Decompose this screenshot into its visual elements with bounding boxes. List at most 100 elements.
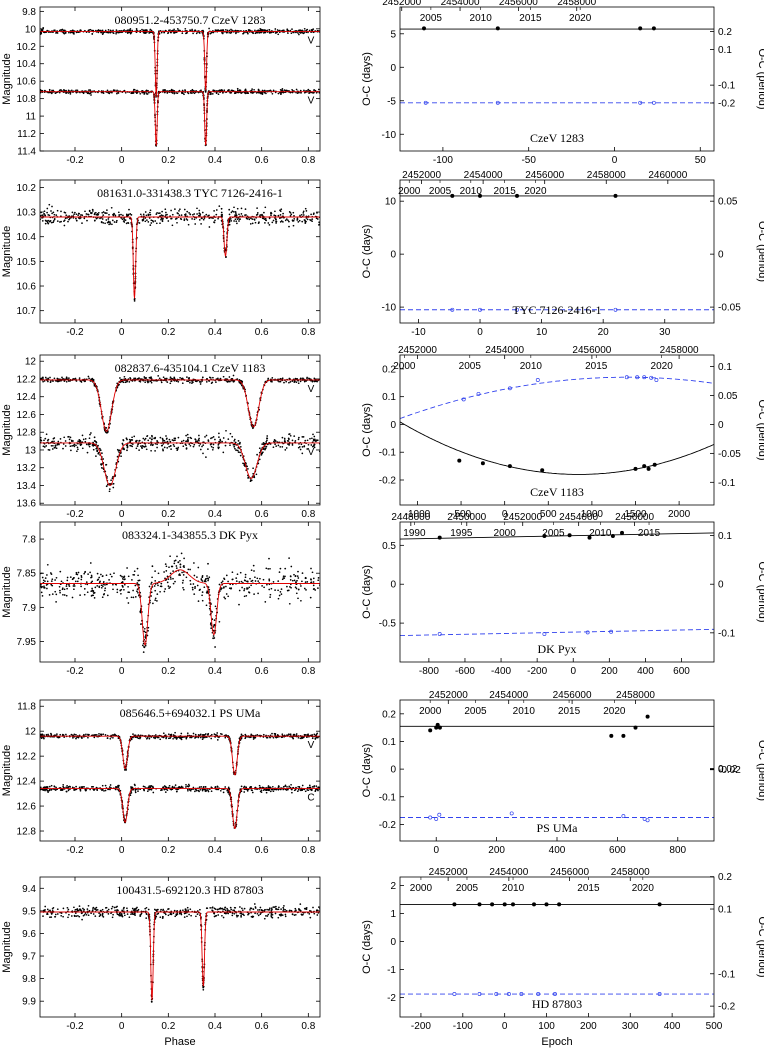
- lc-point: [73, 33, 75, 35]
- lc-point: [160, 217, 163, 220]
- lc-point: [144, 631, 147, 634]
- x-tick-label: 20: [598, 327, 610, 338]
- lc-point: [138, 440, 140, 442]
- lc-point: [51, 448, 54, 450]
- lc-point: [95, 441, 98, 444]
- lc-point: [297, 788, 300, 791]
- lc-point: [211, 448, 214, 451]
- lc-point: [225, 585, 227, 588]
- lc-point: [162, 736, 165, 739]
- lc-point: [234, 218, 237, 221]
- lc-point: [137, 583, 140, 586]
- y-axis-label-period: O-C (period): [756, 48, 764, 109]
- lc-point: [97, 31, 100, 34]
- lc-point: [298, 443, 300, 445]
- lc-point: [187, 783, 190, 786]
- y-tick-label: 13.4: [17, 481, 37, 492]
- lc-point: [57, 736, 60, 739]
- lc-point: [264, 217, 267, 220]
- lc-point: [231, 571, 234, 574]
- lc-point: [264, 447, 267, 450]
- lc-point: [106, 89, 109, 92]
- lc-point: [210, 627, 213, 630]
- lc-point: [75, 219, 78, 222]
- light-curve-data: [40, 731, 320, 830]
- lc-point: [225, 429, 227, 432]
- lc-point: [163, 571, 165, 573]
- lc-point: [73, 588, 75, 591]
- lc-point: [108, 488, 111, 490]
- lc-point: [297, 438, 300, 441]
- lc-point: [112, 482, 115, 485]
- lc-point: [164, 563, 167, 565]
- x-tick-label: 0: [119, 666, 125, 677]
- x-tick-label: 0.8: [301, 509, 315, 520]
- lc-point: [313, 89, 316, 91]
- lc-point: [65, 733, 67, 736]
- year-label: 2010: [470, 13, 493, 24]
- lc-point: [310, 444, 313, 446]
- x-tick-label: 0.8: [301, 327, 315, 338]
- lc-point: [187, 568, 190, 571]
- lc-point: [93, 436, 96, 439]
- lc-point: [44, 580, 46, 583]
- lc-point: [166, 789, 169, 791]
- lc-point: [98, 576, 101, 579]
- lc-point: [160, 582, 163, 585]
- lc-point: [310, 567, 312, 570]
- lc-point: [247, 32, 249, 35]
- lc-point: [89, 562, 92, 564]
- lc-point: [231, 29, 233, 32]
- lc-point: [84, 570, 87, 573]
- lc-point: [192, 381, 194, 384]
- year-label: 2010: [460, 186, 483, 197]
- lc-point: [178, 786, 181, 789]
- lc-point: [89, 443, 91, 445]
- lc-point: [159, 436, 162, 439]
- lc-point: [60, 28, 62, 31]
- lc-point: [58, 736, 61, 739]
- x-tick-label: 0.6: [255, 509, 269, 520]
- lc-point: [186, 210, 189, 213]
- lc-point: [129, 377, 132, 380]
- lc-point: [297, 32, 299, 34]
- lc-point: [177, 561, 180, 564]
- x-tick-label: 0.8: [301, 155, 315, 166]
- lc-point: [261, 452, 263, 455]
- lc-point: [44, 214, 47, 217]
- lc-point: [247, 468, 249, 470]
- lc-point: [186, 376, 188, 378]
- lc-point: [245, 594, 248, 597]
- lc-point: [116, 455, 119, 458]
- lc-point: [210, 733, 213, 736]
- lc-point: [273, 214, 276, 217]
- lc-point: [250, 217, 252, 220]
- lc-point: [106, 209, 108, 211]
- lc-point: [119, 377, 121, 379]
- lc-point: [93, 213, 96, 216]
- lc-point: [161, 437, 164, 440]
- lc-point: [104, 587, 107, 590]
- lc-point: [199, 736, 202, 739]
- lc-point: [101, 596, 104, 599]
- lc-point: [107, 218, 110, 220]
- lc-point: [48, 449, 51, 451]
- lc-point: [40, 436, 42, 439]
- y-axis-label-period: O-C (period): [756, 561, 764, 622]
- lc-point: [142, 213, 145, 216]
- light-curve-panel-3: -0.2 0 0.2 0.4 0.6 0.87.87.857.97.95083324.1-…: [1, 521, 321, 677]
- lc-point: [115, 32, 117, 35]
- lc-point: [228, 88, 230, 91]
- lc-point: [245, 31, 247, 34]
- lc-point: [299, 89, 302, 92]
- y-tick-label: 9.8: [22, 7, 36, 18]
- primary-point: [480, 461, 485, 466]
- lc-point: [185, 434, 187, 437]
- lc-point: [40, 31, 43, 34]
- lc-point: [187, 789, 189, 792]
- lc-point: [177, 736, 180, 738]
- lc-point: [157, 584, 159, 587]
- lc-point: [88, 89, 90, 91]
- lc-point: [186, 380, 188, 383]
- plot-frame: [399, 6, 715, 152]
